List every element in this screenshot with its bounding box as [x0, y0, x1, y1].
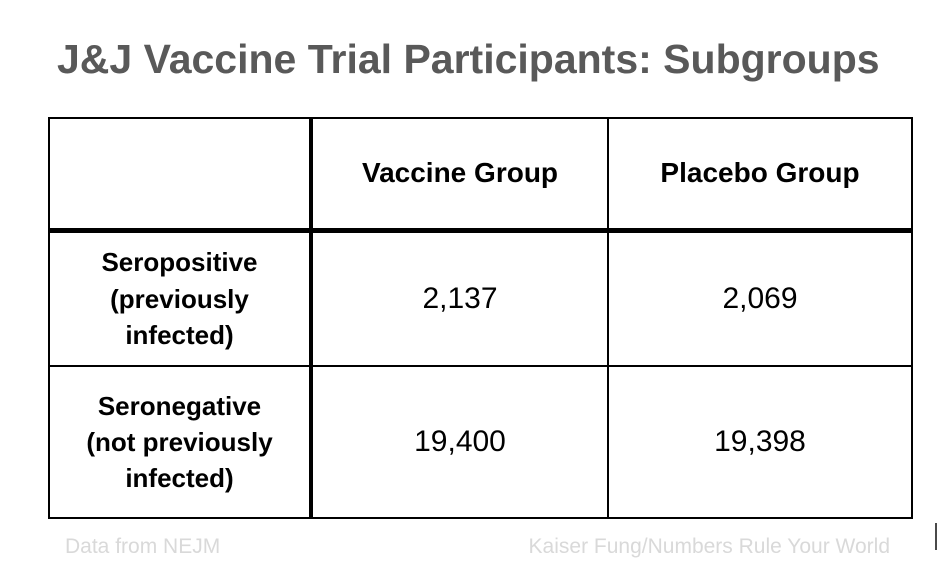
- row-label-seropositive: Seropositive (previously infected): [48, 229, 313, 368]
- column-header-placebo-group: Placebo Group: [607, 116, 913, 233]
- table-header-row: Vaccine Group Placebo Group: [48, 116, 913, 233]
- cell-seropositive-vaccine: 2,137: [310, 229, 609, 368]
- cell-seronegative-placebo: 19,398: [607, 365, 913, 519]
- column-header-vaccine-group: Vaccine Group: [310, 116, 609, 233]
- cell-seronegative-vaccine: 19,400: [310, 365, 609, 519]
- footer-source-text: Data from NEJM: [65, 535, 221, 558]
- footer: Data from NEJM Kaiser Fung/Numbers Rule …: [65, 535, 890, 559]
- row-label-seronegative: Seronegative (not previously infected): [48, 365, 313, 519]
- table-row-seronegative: Seronegative (not previously infected) 1…: [48, 365, 913, 519]
- page-title: J&J Vaccine Trial Participants: Subgroup…: [57, 36, 880, 82]
- cell-seropositive-placebo: 2,069: [607, 229, 913, 368]
- text-cursor-artifact: [935, 523, 937, 550]
- footer-credit-text: Kaiser Fung/Numbers Rule Your World: [528, 535, 890, 558]
- subgroups-table: Vaccine Group Placebo Group Seropositive…: [48, 116, 913, 519]
- corner-cell: [48, 116, 313, 233]
- table-row-seropositive: Seropositive (previously infected) 2,137…: [48, 229, 913, 368]
